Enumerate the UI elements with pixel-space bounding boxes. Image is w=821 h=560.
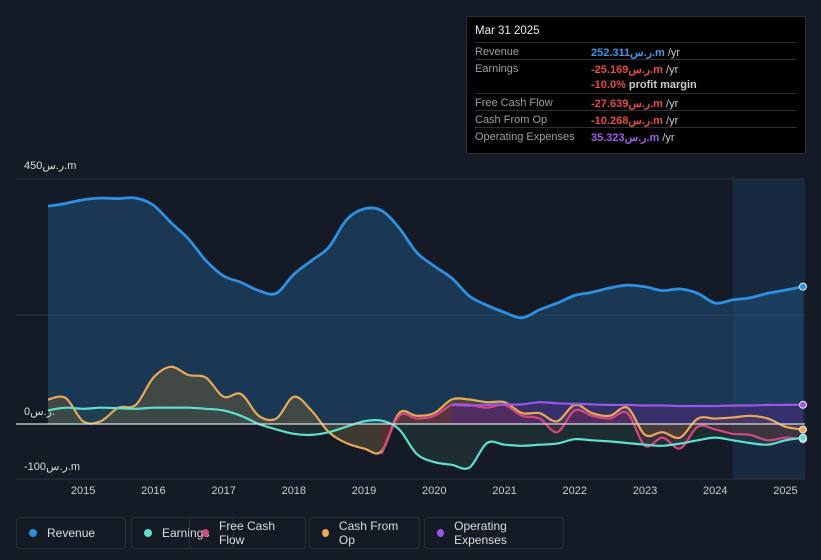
tooltip-label: Revenue xyxy=(475,46,520,58)
revenue-area xyxy=(48,197,803,424)
tooltip-row-opex: Operating Expenses 35.323ر.س.m /yr xyxy=(475,127,797,145)
legend-dot-icon xyxy=(322,529,329,537)
legend-label: Operating Expenses xyxy=(454,519,507,547)
x-tick-label: 2016 xyxy=(141,485,166,497)
legend-dot-icon xyxy=(202,529,209,537)
legend-earnings[interactable]: Earnings xyxy=(131,517,234,549)
tooltip-label: Operating Expenses xyxy=(475,131,575,143)
tooltip-value: -10.0% profit margin xyxy=(591,79,697,91)
legend-dot-icon xyxy=(144,529,152,537)
legend-label: Earnings xyxy=(162,526,210,540)
x-tick-label: 2022 xyxy=(562,485,587,497)
earnings-line xyxy=(47,406,804,470)
operating-expenses-end-marker xyxy=(799,400,807,409)
legend-dot-icon xyxy=(437,529,445,537)
earnings-end-marker xyxy=(799,433,807,442)
tooltip-row-cfo: Cash From Op -10.268ر.س.m /yr xyxy=(475,110,797,128)
tooltip-row-earnings: Earnings -25.169ر.س.m /yr xyxy=(475,59,797,77)
y-tick-label-top: 450ر.س.m xyxy=(24,160,77,172)
y-tick-label-zero: 0ر.س. xyxy=(24,406,55,418)
revenue-end-marker xyxy=(799,282,807,291)
earnings-area xyxy=(48,407,803,469)
tooltip-value: -10.268ر.س.m /yr xyxy=(591,115,679,127)
tooltip-label: Earnings xyxy=(475,63,519,75)
cash-from-op-area xyxy=(48,366,803,454)
x-tick-label: 2021 xyxy=(492,485,517,497)
cash-from-op-end-marker xyxy=(799,425,807,434)
tooltip-row-revenue: Revenue 252.311ر.س.m /yr xyxy=(475,42,797,60)
tooltip-row-margin: -10.0% profit margin xyxy=(475,76,797,93)
x-tick-label: 2023 xyxy=(632,485,658,497)
x-tick-label: 2019 xyxy=(351,485,377,497)
revenue-line xyxy=(47,196,804,320)
tooltip-row-fcf: Free Cash Flow -27.639ر.س.m /yr xyxy=(475,93,797,111)
tooltip-value: 35.323ر.س.m /yr xyxy=(591,132,675,144)
legend-free-cash-flow[interactable]: Free Cash Flow xyxy=(189,517,306,549)
x-tick-label: 2015 xyxy=(70,485,96,497)
tooltip-value: 252.311ر.س.m /yr xyxy=(591,47,681,59)
legend-label: Free Cash Flow xyxy=(218,519,276,547)
tooltip-value: -25.169ر.س.m /yr xyxy=(591,64,679,76)
data-tooltip: Mar 31 2025 Revenue 252.311ر.س.m /yr Ear… xyxy=(466,16,806,154)
tooltip-date: Mar 31 2025 xyxy=(475,25,540,37)
tooltip-value: -27.639ر.س.m /yr xyxy=(591,98,679,110)
x-tick-label: 2018 xyxy=(281,485,307,497)
legend-revenue[interactable]: Revenue xyxy=(16,517,126,549)
cash-from-op-line xyxy=(47,365,804,455)
tooltip-label: Free Cash Flow xyxy=(475,97,553,109)
x-tick-label: 2025 xyxy=(773,485,798,497)
legend-dot-icon xyxy=(29,529,37,537)
x-tick-label: 2017 xyxy=(211,485,236,497)
operating-expenses-line xyxy=(451,401,804,408)
y-tick-label-bottom: -100ر.س.m xyxy=(24,461,81,473)
legend-label: Cash From Op xyxy=(338,519,399,547)
legend-label: Revenue xyxy=(47,526,96,540)
legend-operating-expenses[interactable]: Operating Expenses xyxy=(424,517,564,549)
x-tick-label: 2020 xyxy=(422,485,447,497)
tooltip-label: Cash From Op xyxy=(475,114,548,126)
x-tick-label: 2024 xyxy=(702,485,728,497)
legend-cash-from-op[interactable]: Cash From Op xyxy=(309,517,420,549)
